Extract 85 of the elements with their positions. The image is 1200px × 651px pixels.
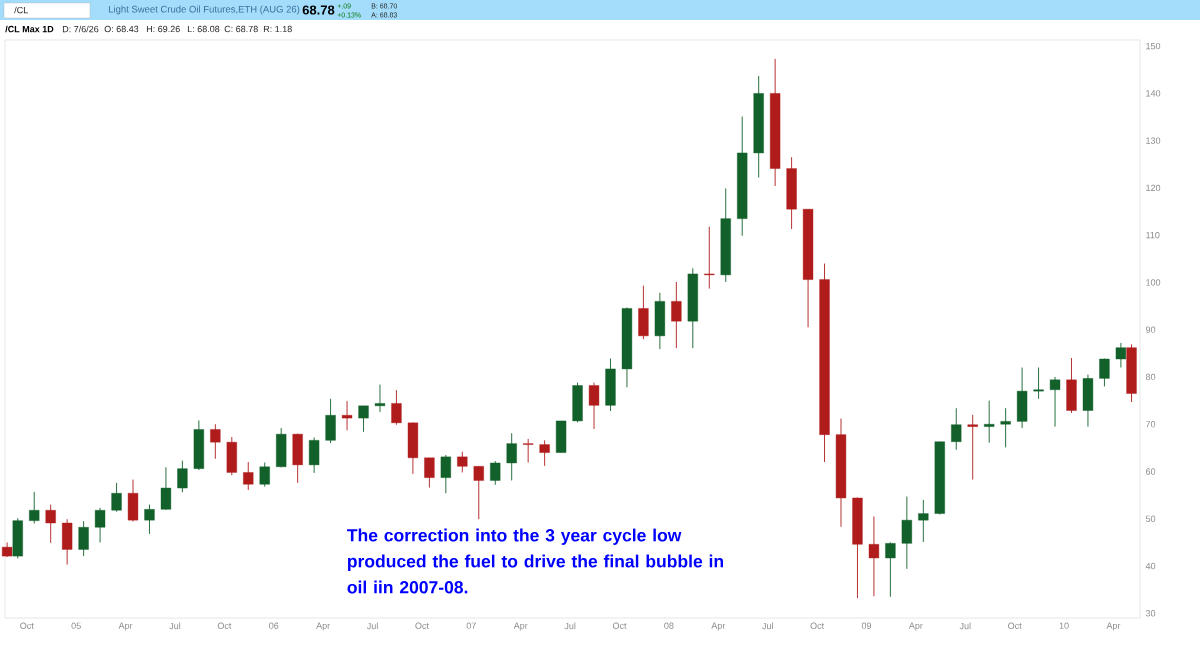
text: C: 68.78 <box>224 25 258 33</box>
x-tick-label: Apr <box>316 622 331 631</box>
y-tick-label: 150 <box>1146 42 1161 50</box>
x-tick-label: Oct <box>1008 622 1022 629</box>
x-tick-label: 09 <box>861 622 872 629</box>
candlestick <box>490 460 501 486</box>
x-tick-label: Apr <box>118 622 133 631</box>
text: R: 1.18 <box>263 25 292 33</box>
x-tick-label: 05 <box>71 622 81 629</box>
x-tick-label: Jul <box>762 622 773 630</box>
candlestick <box>967 414 978 480</box>
candlestick <box>29 491 40 524</box>
y-tick-label: 120 <box>1146 184 1161 192</box>
x-tick-label: Oct <box>415 622 429 629</box>
candlestick <box>1049 376 1061 428</box>
candlestick <box>111 482 122 513</box>
text: D: 7/6/26 <box>62 25 99 33</box>
y-tick-label: 90 <box>1145 326 1156 333</box>
candlestick <box>901 496 912 570</box>
candlestick <box>671 281 682 349</box>
candlestick <box>951 407 962 451</box>
annotation: The correction into the 3 year cycle low produced the fuel to drive the final bubble in oil iin 2007-08. <box>347 528 724 594</box>
candlestick <box>885 541 896 598</box>
candlestick <box>1099 358 1110 387</box>
candlestick <box>457 451 468 473</box>
candlestick <box>984 400 995 444</box>
y-tick-label: 70 <box>1146 421 1156 428</box>
y-tick-label: 50 <box>1145 515 1156 522</box>
candlestick <box>473 465 484 520</box>
candlestick <box>1000 407 1011 448</box>
candlestick <box>391 389 402 426</box>
candlestick <box>78 520 89 557</box>
candlestick <box>144 504 155 535</box>
x-tick-label: Oct <box>612 622 627 629</box>
x-tick-label: Jul <box>366 622 378 630</box>
candlestick <box>704 226 715 290</box>
candlestick <box>94 507 106 543</box>
x-tick-label: 08 <box>664 622 674 629</box>
candlestick <box>918 499 929 543</box>
x-tick-label: Apr <box>908 622 923 631</box>
text: O: 68.43 <box>104 25 139 33</box>
y-tick-label: 80 <box>1145 373 1156 381</box>
x-tick-label: Apr <box>711 622 726 631</box>
candlestick <box>177 460 188 493</box>
candlestick <box>1115 342 1127 368</box>
candlestick <box>523 438 534 463</box>
y-tick-label: 100 <box>1146 279 1161 286</box>
text: L: 68.08 <box>187 25 220 33</box>
candlestick <box>1033 367 1044 400</box>
x-tick-label: 07 <box>466 622 476 629</box>
candlestick <box>588 382 600 430</box>
candlestick <box>440 454 451 494</box>
y-tick-label: 60 <box>1146 468 1156 475</box>
x-tick-label: Oct <box>20 622 34 629</box>
candlestick <box>160 466 172 511</box>
x-tick-label: Jul <box>959 622 971 630</box>
candlestick <box>358 405 369 433</box>
x-tick-label: 10 <box>1059 622 1069 629</box>
text: 68.78 <box>302 5 335 15</box>
y-tick-label: 40 <box>1145 562 1156 570</box>
y-tick-label: 30 <box>1145 610 1156 617</box>
chart-subtitle: /CL Max 1D <box>5 25 54 33</box>
y-tick-label: 140 <box>1146 90 1161 97</box>
candlestick <box>45 504 56 544</box>
chart-title: Light Sweet Crude Oil Futures,ETH (AUG 26) <box>108 5 300 15</box>
candlestick <box>210 423 221 460</box>
text: H: 69.26 <box>146 25 180 33</box>
x-tick-label: Oct <box>810 622 825 629</box>
candlestick <box>341 400 353 431</box>
text: /CL <box>14 6 28 14</box>
candlestick <box>424 457 435 489</box>
x-tick-label: 06 <box>269 622 279 629</box>
y-tick-label: 130 <box>1146 137 1161 144</box>
x-tick-label: Oct <box>217 622 232 629</box>
candlestick <box>539 439 550 467</box>
y-tick-label: 110 <box>1146 232 1160 239</box>
x-tick-label: Apr <box>513 622 528 631</box>
x-tick-label: Apr <box>1106 622 1121 631</box>
candlestick <box>868 515 880 597</box>
candlestick <box>374 384 386 413</box>
x-tick-label: Jul <box>564 622 576 630</box>
candlestick <box>506 432 517 481</box>
candlestick <box>259 462 270 488</box>
x-tick-label: Jul <box>169 622 181 630</box>
candlestick <box>243 461 254 491</box>
